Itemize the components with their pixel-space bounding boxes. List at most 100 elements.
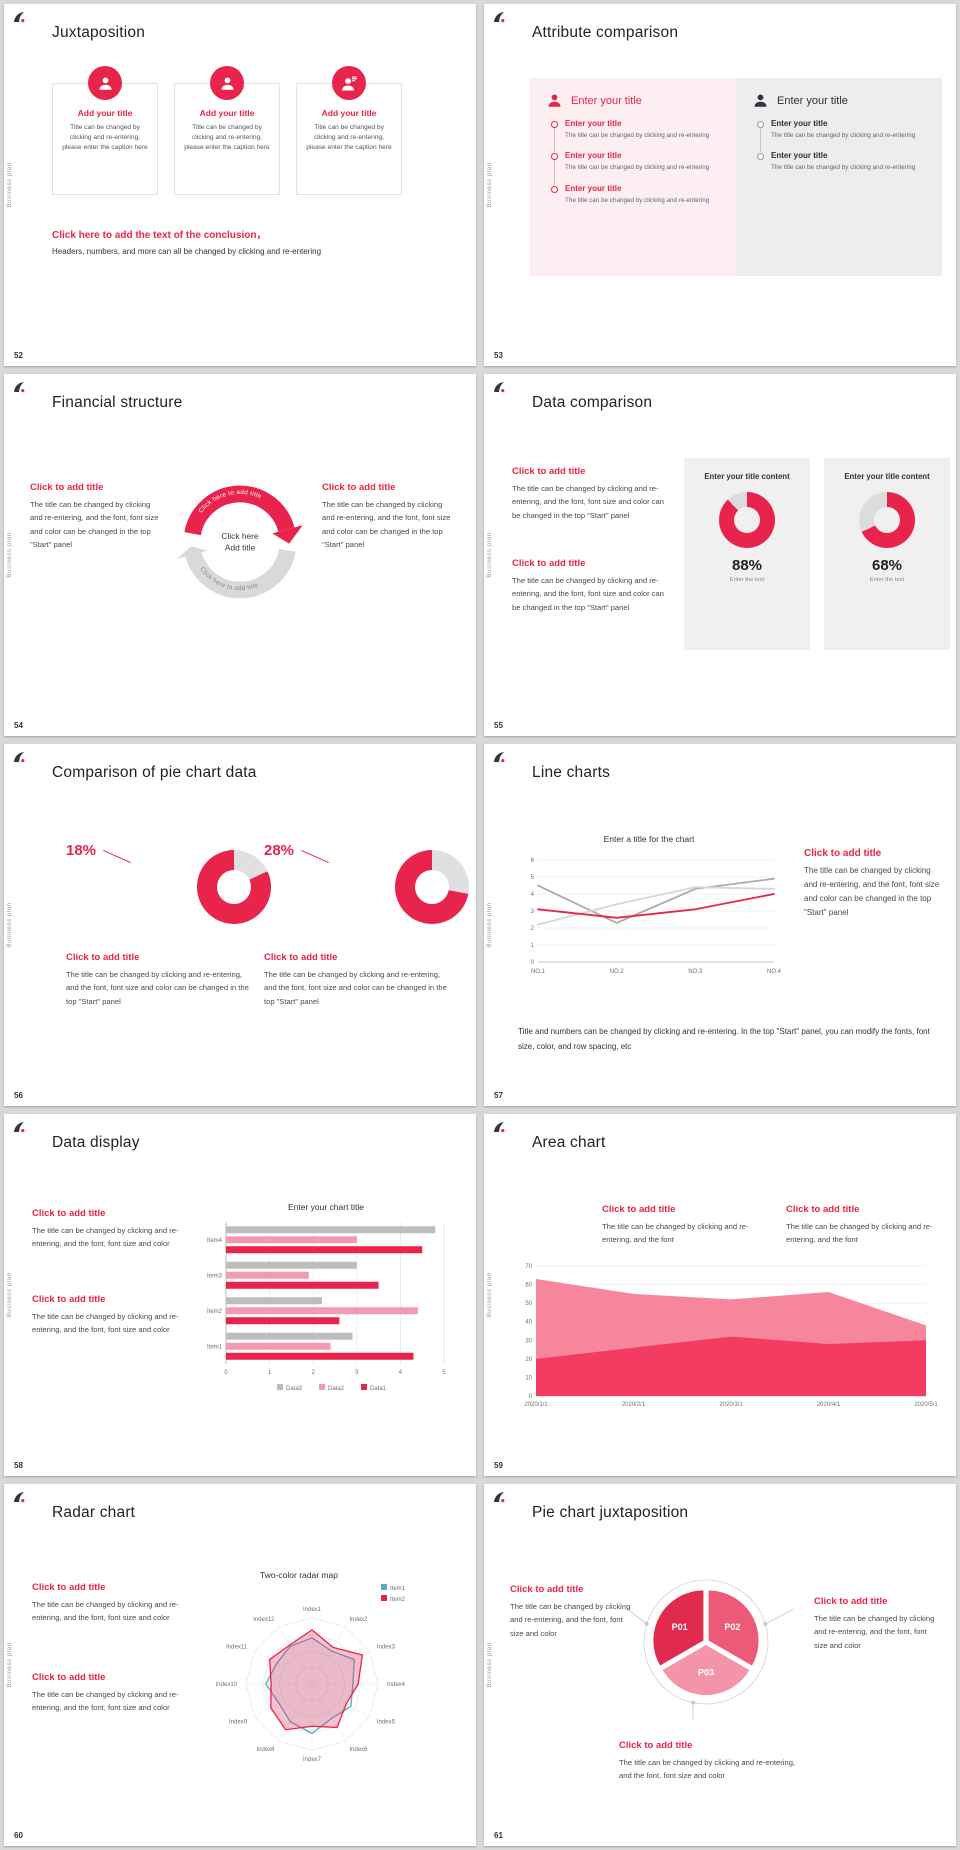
title-card[interactable]: Add your title Title can be changed by c… <box>296 66 402 195</box>
svg-text:2020/4/1: 2020/4/1 <box>817 1402 841 1408</box>
svg-text:5: 5 <box>531 875 535 881</box>
card-row: Add your title Title can be changed by c… <box>52 66 402 195</box>
slide-title: Attribute comparison <box>532 24 679 41</box>
svg-text:Item4: Item4 <box>207 1238 223 1244</box>
side-label: Business plan <box>487 902 493 948</box>
item-caption: The title can be changed by clicking and… <box>565 164 710 172</box>
card-title: Add your title <box>77 108 133 118</box>
left-panel[interactable]: Enter your title Enter your title The ti… <box>530 78 736 276</box>
brand-logo-icon <box>14 1492 25 1503</box>
svg-text:1: 1 <box>268 1370 272 1376</box>
slide-number: 61 <box>494 1831 503 1840</box>
svg-text:Index4: Index4 <box>387 1682 406 1688</box>
slide-title: Pie chart juxtaposition <box>532 1504 689 1521</box>
slide-number: 53 <box>494 351 503 360</box>
donut-chart-18 <box>197 850 271 924</box>
block-title: Click to add title <box>814 1596 888 1607</box>
slide-58[interactable]: Business plan Data display Click to add … <box>4 1114 476 1476</box>
user-icon <box>210 66 244 100</box>
block-title: Click to add title <box>619 1740 693 1751</box>
block-title: Click to add title <box>264 952 338 963</box>
red-arrowhead <box>272 525 303 544</box>
side-label: Business plan <box>487 532 493 578</box>
block-body: The title can be changed by clicking and… <box>602 1222 749 1245</box>
gauge-percent: 68% <box>871 557 903 575</box>
block-title: Click to add title <box>32 1208 106 1219</box>
slide-56[interactable]: Business plan Comparison of pie chart da… <box>4 744 476 1106</box>
side-label: Business plan <box>7 1272 13 1318</box>
item-caption: The title can be changed by clicking and… <box>565 132 710 139</box>
svg-text:Data3: Data3 <box>286 1386 303 1392</box>
block-title: Click to add title <box>602 1204 676 1215</box>
svg-text:30: 30 <box>525 1338 532 1344</box>
area-chart: 0 10 20 30 40 50 60 70 2020/1/1 2020/2/1 2020/3/1 2… <box>524 1264 938 1408</box>
slide-55[interactable]: Business plan Data comparison Click to a… <box>484 374 956 736</box>
conclusion-title: Click here to add the text of the conclu… <box>52 230 267 241</box>
radar-chart: Index1 Index2 Index3 Index4 Index5 Index6 Inde… <box>216 1584 406 1763</box>
block-title: Click to add title <box>66 952 140 963</box>
text-block-2: Click to add title The title can be chan… <box>512 558 664 614</box>
block-body: The title can be changed by clicking and… <box>619 1758 796 1781</box>
svg-text:2020/3/1: 2020/3/1 <box>719 1402 743 1408</box>
slide-57[interactable]: Business plan Line charts Enter a title … <box>484 744 956 1106</box>
svg-text:Index8: Index8 <box>256 1747 275 1753</box>
svg-text:Index3: Index3 <box>377 1645 396 1651</box>
side-label: Business plan <box>7 1642 13 1688</box>
block-body: The title can be changed by clicking and… <box>814 1614 935 1650</box>
block-title: Click to add title <box>32 1672 106 1683</box>
pie-chart: P01 P02 P03 <box>617 1579 795 1721</box>
svg-text:Data1: Data1 <box>370 1386 387 1392</box>
timeline-item: Enter your title The title can be change… <box>757 151 930 183</box>
svg-text:2020/2/1: 2020/2/1 <box>622 1402 646 1408</box>
leader-line <box>301 849 329 864</box>
svg-text:4: 4 <box>399 1370 403 1376</box>
side-label: Business plan <box>7 162 13 208</box>
gauge-header: Enter your title content <box>704 472 790 481</box>
text-block-1: Click to add title The title can be chan… <box>602 1204 770 1247</box>
svg-text:Index9: Index9 <box>229 1720 248 1726</box>
svg-text:6: 6 <box>531 858 535 864</box>
svg-text:2020/1/1: 2020/1/1 <box>524 1402 548 1408</box>
title-card[interactable]: Add your title Title can be changed by c… <box>174 66 280 195</box>
brand-logo-icon <box>494 1492 505 1503</box>
panel-title: Enter your title <box>777 94 848 107</box>
svg-text:2020/5/1: 2020/5/1 <box>914 1402 938 1408</box>
slide-title: Radar chart <box>52 1504 136 1521</box>
text-block-1: Click to add title The title can be chan… <box>32 1208 184 1251</box>
brand-logo-icon <box>494 382 505 393</box>
block-title: Click to add title <box>32 1294 106 1305</box>
item-caption: The title can be changed by clicking and… <box>771 164 916 172</box>
brand-logo-icon <box>494 1122 505 1133</box>
block-title: Click to add title <box>512 466 586 477</box>
gauge-panel: Enter your title content 68% Enter the t… <box>824 458 950 650</box>
slide-title: Juxtaposition <box>52 24 146 41</box>
bar-chart: 0 1 2 3 4 5 Item1 Item2 Item3 Item4 Data3 Data2 Data… <box>207 1222 446 1392</box>
block-body: The title can be changed by clicking and… <box>66 970 249 1006</box>
brand-logo-icon <box>494 752 505 763</box>
donut-percent-label: 28% <box>264 842 295 859</box>
slide-60[interactable]: Business plan Radar chart Click to add t… <box>4 1484 476 1846</box>
donut-chart-68 <box>859 492 915 549</box>
slide-54[interactable]: Business plan Financial structure Click … <box>4 374 476 736</box>
user-icon <box>88 66 122 100</box>
text-block-2: Click to add title The title can be chan… <box>786 1204 944 1247</box>
svg-text:Data2: Data2 <box>328 1386 345 1392</box>
timeline-item: Enter your title The title can be change… <box>551 151 724 186</box>
card-caption: Title can be changed by clicking and re-… <box>184 124 270 152</box>
slide-59[interactable]: Business plan Area chart Click to add ti… <box>484 1114 956 1476</box>
block-body: The title can be changed by clicking and… <box>32 1690 179 1713</box>
block-body: The title can be changed by clicking and… <box>804 866 940 917</box>
slide-53[interactable]: Business plan Attribute comparison Enter… <box>484 4 956 366</box>
slide-52[interactable]: Business plan Juxtaposition Add your tit… <box>4 4 476 366</box>
title-card[interactable]: Add your title Title can be changed by c… <box>52 66 158 195</box>
slide-number: 58 <box>14 1461 23 1470</box>
text-block-2: Click to add title The title can be chan… <box>32 1294 184 1337</box>
slide-61[interactable]: Business plan Pie chart juxtaposition Cl… <box>484 1484 956 1846</box>
svg-text:Index10: Index10 <box>216 1682 238 1688</box>
panel-title: Enter your title <box>571 94 642 107</box>
right-panel[interactable]: Enter your title Enter your title The ti… <box>736 78 942 276</box>
conclusion-body: Headers, numbers, and more can all be ch… <box>52 247 322 256</box>
block-body: The title can be changed by clicking and… <box>786 1222 933 1245</box>
leader-line <box>103 849 131 864</box>
